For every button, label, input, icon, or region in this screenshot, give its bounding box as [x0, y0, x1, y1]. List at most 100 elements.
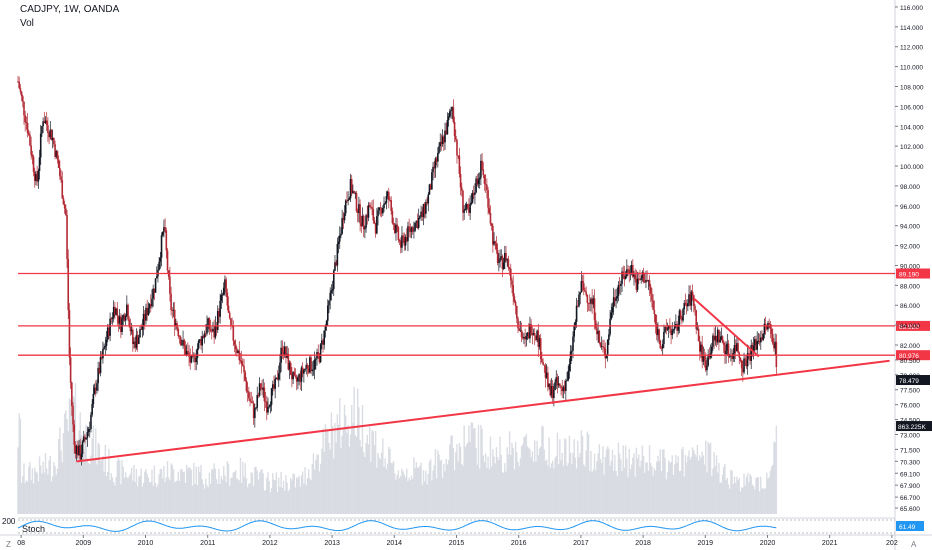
candle-body — [637, 278, 640, 280]
volume-bar — [597, 453, 599, 514]
candle-body — [155, 276, 158, 279]
candle-body — [585, 291, 587, 295]
candle-body — [487, 190, 489, 208]
volume-bar — [467, 442, 469, 514]
candle-body — [774, 341, 776, 349]
volume-bar — [183, 471, 185, 514]
volume-bar — [603, 474, 605, 514]
candle-body — [511, 280, 513, 285]
candle-body — [94, 387, 97, 391]
auto-scale-icon[interactable]: A — [911, 540, 917, 549]
volume-bar — [273, 479, 275, 514]
volume-bar — [685, 462, 688, 514]
candle-body — [392, 223, 395, 225]
candle-body — [567, 371, 570, 381]
volume-bar — [62, 432, 65, 514]
candle-body — [254, 408, 256, 419]
volume-bar — [475, 448, 477, 514]
candle-body — [446, 120, 449, 135]
candle-body — [465, 203, 468, 209]
volume-bar — [214, 468, 217, 514]
candle-body — [303, 370, 305, 374]
candle-body — [19, 88, 22, 92]
volume-bar — [141, 486, 144, 514]
candle-body — [763, 323, 766, 334]
volume-bar — [285, 475, 287, 514]
candle-body — [393, 224, 396, 233]
candle-body — [627, 269, 629, 271]
volume-bar — [218, 469, 220, 514]
candle-body — [641, 272, 644, 279]
candle-body — [665, 327, 668, 330]
volume-bar — [682, 447, 684, 514]
candle-body — [146, 307, 148, 316]
candle-body — [161, 231, 164, 236]
candle-body — [84, 436, 86, 440]
candle-body — [770, 328, 773, 334]
volume-bar — [587, 434, 590, 514]
volume-bar — [193, 462, 195, 514]
zoom-icon[interactable]: Z — [6, 540, 11, 549]
volume-bar — [316, 454, 318, 514]
candle-body — [544, 365, 547, 378]
candle-body — [484, 183, 487, 185]
candle-body — [317, 352, 320, 355]
volume-bar — [300, 475, 303, 514]
candle-body — [165, 230, 168, 251]
candle-body — [104, 345, 107, 348]
volume-bar — [465, 444, 468, 514]
volume-bar — [61, 461, 63, 514]
candle-body — [504, 252, 506, 263]
candle-body — [667, 326, 670, 329]
volume-bar — [136, 486, 139, 514]
candle-body — [771, 333, 774, 344]
volume-bar — [112, 482, 115, 514]
candle-body — [65, 208, 67, 215]
volume-bar — [370, 461, 372, 514]
volume-bar — [545, 459, 548, 514]
candle-body — [73, 424, 76, 445]
candle-body — [206, 324, 208, 334]
candle-body — [69, 357, 72, 383]
candle-body — [380, 207, 383, 214]
candle-body — [633, 274, 635, 277]
volume-bar — [199, 471, 201, 514]
candle-body — [617, 285, 620, 297]
candle-body — [508, 267, 511, 269]
volume-bar — [720, 482, 723, 514]
candle-body — [529, 324, 531, 339]
volume-bar — [293, 474, 296, 514]
volume-bar — [59, 427, 61, 514]
candle-body — [189, 357, 192, 363]
volume-bar — [598, 444, 601, 514]
candle-body — [417, 217, 420, 228]
volume-bar — [540, 446, 542, 514]
volume-bar — [634, 476, 636, 514]
candle-body — [573, 326, 575, 337]
candle-body — [536, 330, 538, 340]
candle-body — [97, 367, 99, 384]
volume-bar — [165, 477, 168, 514]
volume-bar — [402, 471, 404, 514]
volume-bar — [202, 483, 205, 514]
candle-body — [551, 386, 554, 398]
candle-body — [233, 340, 236, 345]
candle-body — [276, 377, 279, 380]
volume-bar — [744, 485, 746, 514]
volume-bar — [517, 461, 519, 514]
candle-body — [422, 204, 425, 218]
volume-bar — [81, 436, 84, 514]
volume-bar — [397, 470, 400, 514]
candle-body — [321, 340, 323, 345]
volume-bar — [242, 461, 244, 514]
volume-bar — [738, 478, 740, 514]
volume-bar — [739, 491, 742, 514]
candle-body — [47, 125, 49, 133]
candle-body — [85, 437, 87, 440]
candle-body — [387, 191, 390, 201]
volume-bar — [348, 446, 351, 514]
volume-bar — [423, 481, 426, 514]
volume-bar — [315, 459, 317, 514]
volume-bar — [297, 478, 299, 514]
